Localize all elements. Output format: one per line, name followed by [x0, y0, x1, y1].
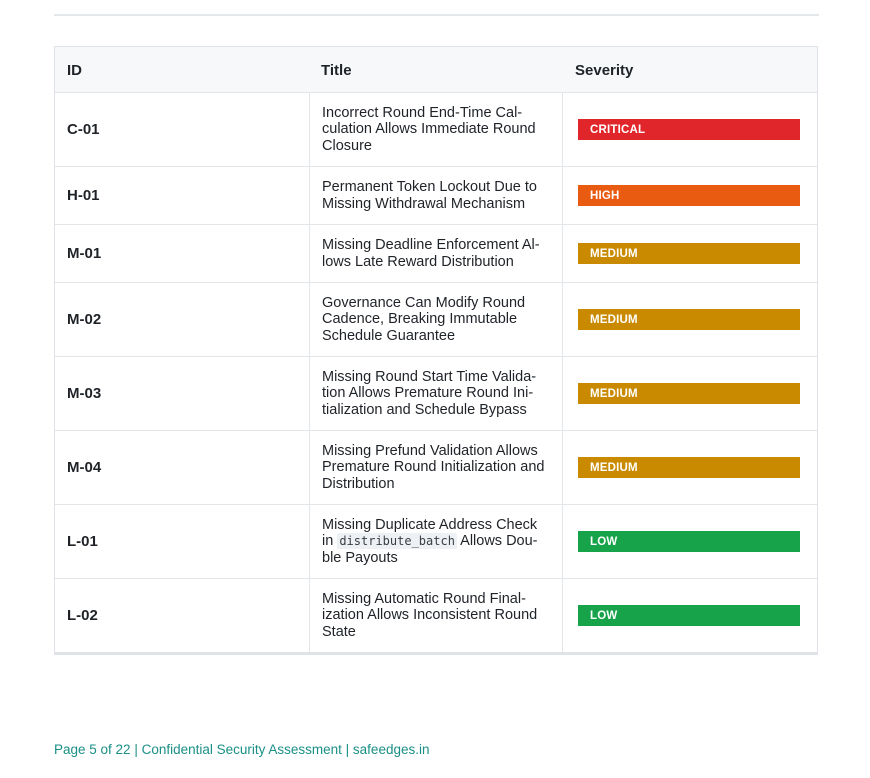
finding-title: Missing Round Start Time Valida-tion All…	[322, 368, 537, 418]
finding-title: Governance Can Modify Round Cadence, Brea…	[322, 294, 526, 344]
findings-summary-table: ID Title Severity C-01 Incorrect Round En…	[54, 46, 818, 655]
finding-id-cell: L-01	[55, 505, 309, 578]
table-row: M-04 Missing Prefund Validation Allows Pre…	[55, 430, 817, 504]
severity-cell: MEDIUM	[563, 357, 817, 430]
finding-id: M-01	[67, 245, 102, 262]
table-body: C-01 Incorrect Round End-Time Cal-culatio…	[55, 92, 817, 652]
finding-title-cell: Missing Round Start Time Valida-tion All…	[309, 357, 563, 430]
finding-title: Permanent Token Lockout Due to Missing Wi…	[322, 179, 537, 212]
severity-cell: MEDIUM	[563, 431, 817, 504]
finding-title-cell: Missing Automatic Round Final-ization Al…	[309, 579, 563, 652]
finding-title: Missing Automatic Round Final-ization Al…	[322, 590, 538, 640]
finding-title: Incorrect Round End-Time Cal-culation Al…	[322, 104, 536, 154]
finding-id-cell: L-02	[55, 579, 309, 652]
finding-id-cell: M-01	[55, 225, 309, 282]
header-title: Title	[321, 62, 352, 79]
finding-title-cell: Missing Duplicate Address Check in distri…	[309, 505, 563, 578]
finding-id: M-03	[67, 385, 102, 402]
finding-id: M-04	[67, 459, 102, 476]
page-footer: Page 5 of 22 | Confidential Security Ass…	[54, 742, 430, 757]
severity-badge: MEDIUM	[578, 457, 800, 478]
table-row: C-01 Incorrect Round End-Time Cal-culatio…	[55, 92, 817, 166]
finding-id: C-01	[67, 121, 100, 138]
header-id: ID	[67, 62, 82, 79]
severity-cell: CRITICAL	[563, 93, 817, 166]
finding-id: M-02	[67, 311, 102, 328]
finding-id: L-01	[67, 533, 98, 550]
severity-badge: MEDIUM	[578, 383, 800, 404]
finding-title: Missing Deadline Enforcement Al-lows Lat…	[322, 237, 540, 270]
severity-cell: LOW	[563, 505, 817, 578]
severity-badge: MEDIUM	[578, 309, 800, 330]
table-row: H-01 Permanent Token Lockout Due to Missin…	[55, 166, 817, 224]
severity-cell: MEDIUM	[563, 225, 817, 282]
severity-cell: LOW	[563, 579, 817, 652]
table-row: L-02 Missing Automatic Round Final-izatio…	[55, 578, 817, 652]
finding-id-cell: C-01	[55, 93, 309, 166]
finding-id-cell: M-02	[55, 283, 309, 356]
top-divider	[54, 14, 819, 16]
severity-badge: CRITICAL	[578, 119, 800, 140]
finding-title: Missing Duplicate Address Check in distri…	[322, 516, 538, 566]
table-row: M-01 Missing Deadline Enforcement Al-lows…	[55, 224, 817, 282]
finding-title-cell: Permanent Token Lockout Due to Missing Wi…	[309, 167, 563, 224]
table-row: M-02 Governance Can Modify Round Cadence, …	[55, 282, 817, 356]
finding-id-cell: H-01	[55, 167, 309, 224]
table-row: L-01 Missing Duplicate Address Check in di…	[55, 504, 817, 578]
finding-id: L-02	[67, 607, 98, 624]
severity-badge: LOW	[578, 531, 800, 552]
severity-badge: LOW	[578, 605, 800, 626]
finding-title: Missing Prefund Validation Allows Prematu…	[322, 442, 545, 492]
severity-cell: HIGH	[563, 167, 817, 224]
severity-cell: MEDIUM	[563, 283, 817, 356]
table-row: M-03 Missing Round Start Time Valida-tion…	[55, 356, 817, 430]
header-severity: Severity	[575, 62, 634, 79]
severity-badge: MEDIUM	[578, 243, 800, 264]
finding-title-cell: Incorrect Round End-Time Cal-culation Al…	[309, 93, 563, 166]
table-header: ID Title Severity	[55, 47, 817, 92]
finding-title-cell: Missing Deadline Enforcement Al-lows Lat…	[309, 225, 563, 282]
finding-title-cell: Governance Can Modify Round Cadence, Brea…	[309, 283, 563, 356]
finding-id-cell: M-03	[55, 357, 309, 430]
finding-id: H-01	[67, 187, 100, 204]
severity-badge: HIGH	[578, 185, 800, 206]
finding-id-cell: M-04	[55, 431, 309, 504]
finding-title-cell: Missing Prefund Validation Allows Prematu…	[309, 431, 563, 504]
